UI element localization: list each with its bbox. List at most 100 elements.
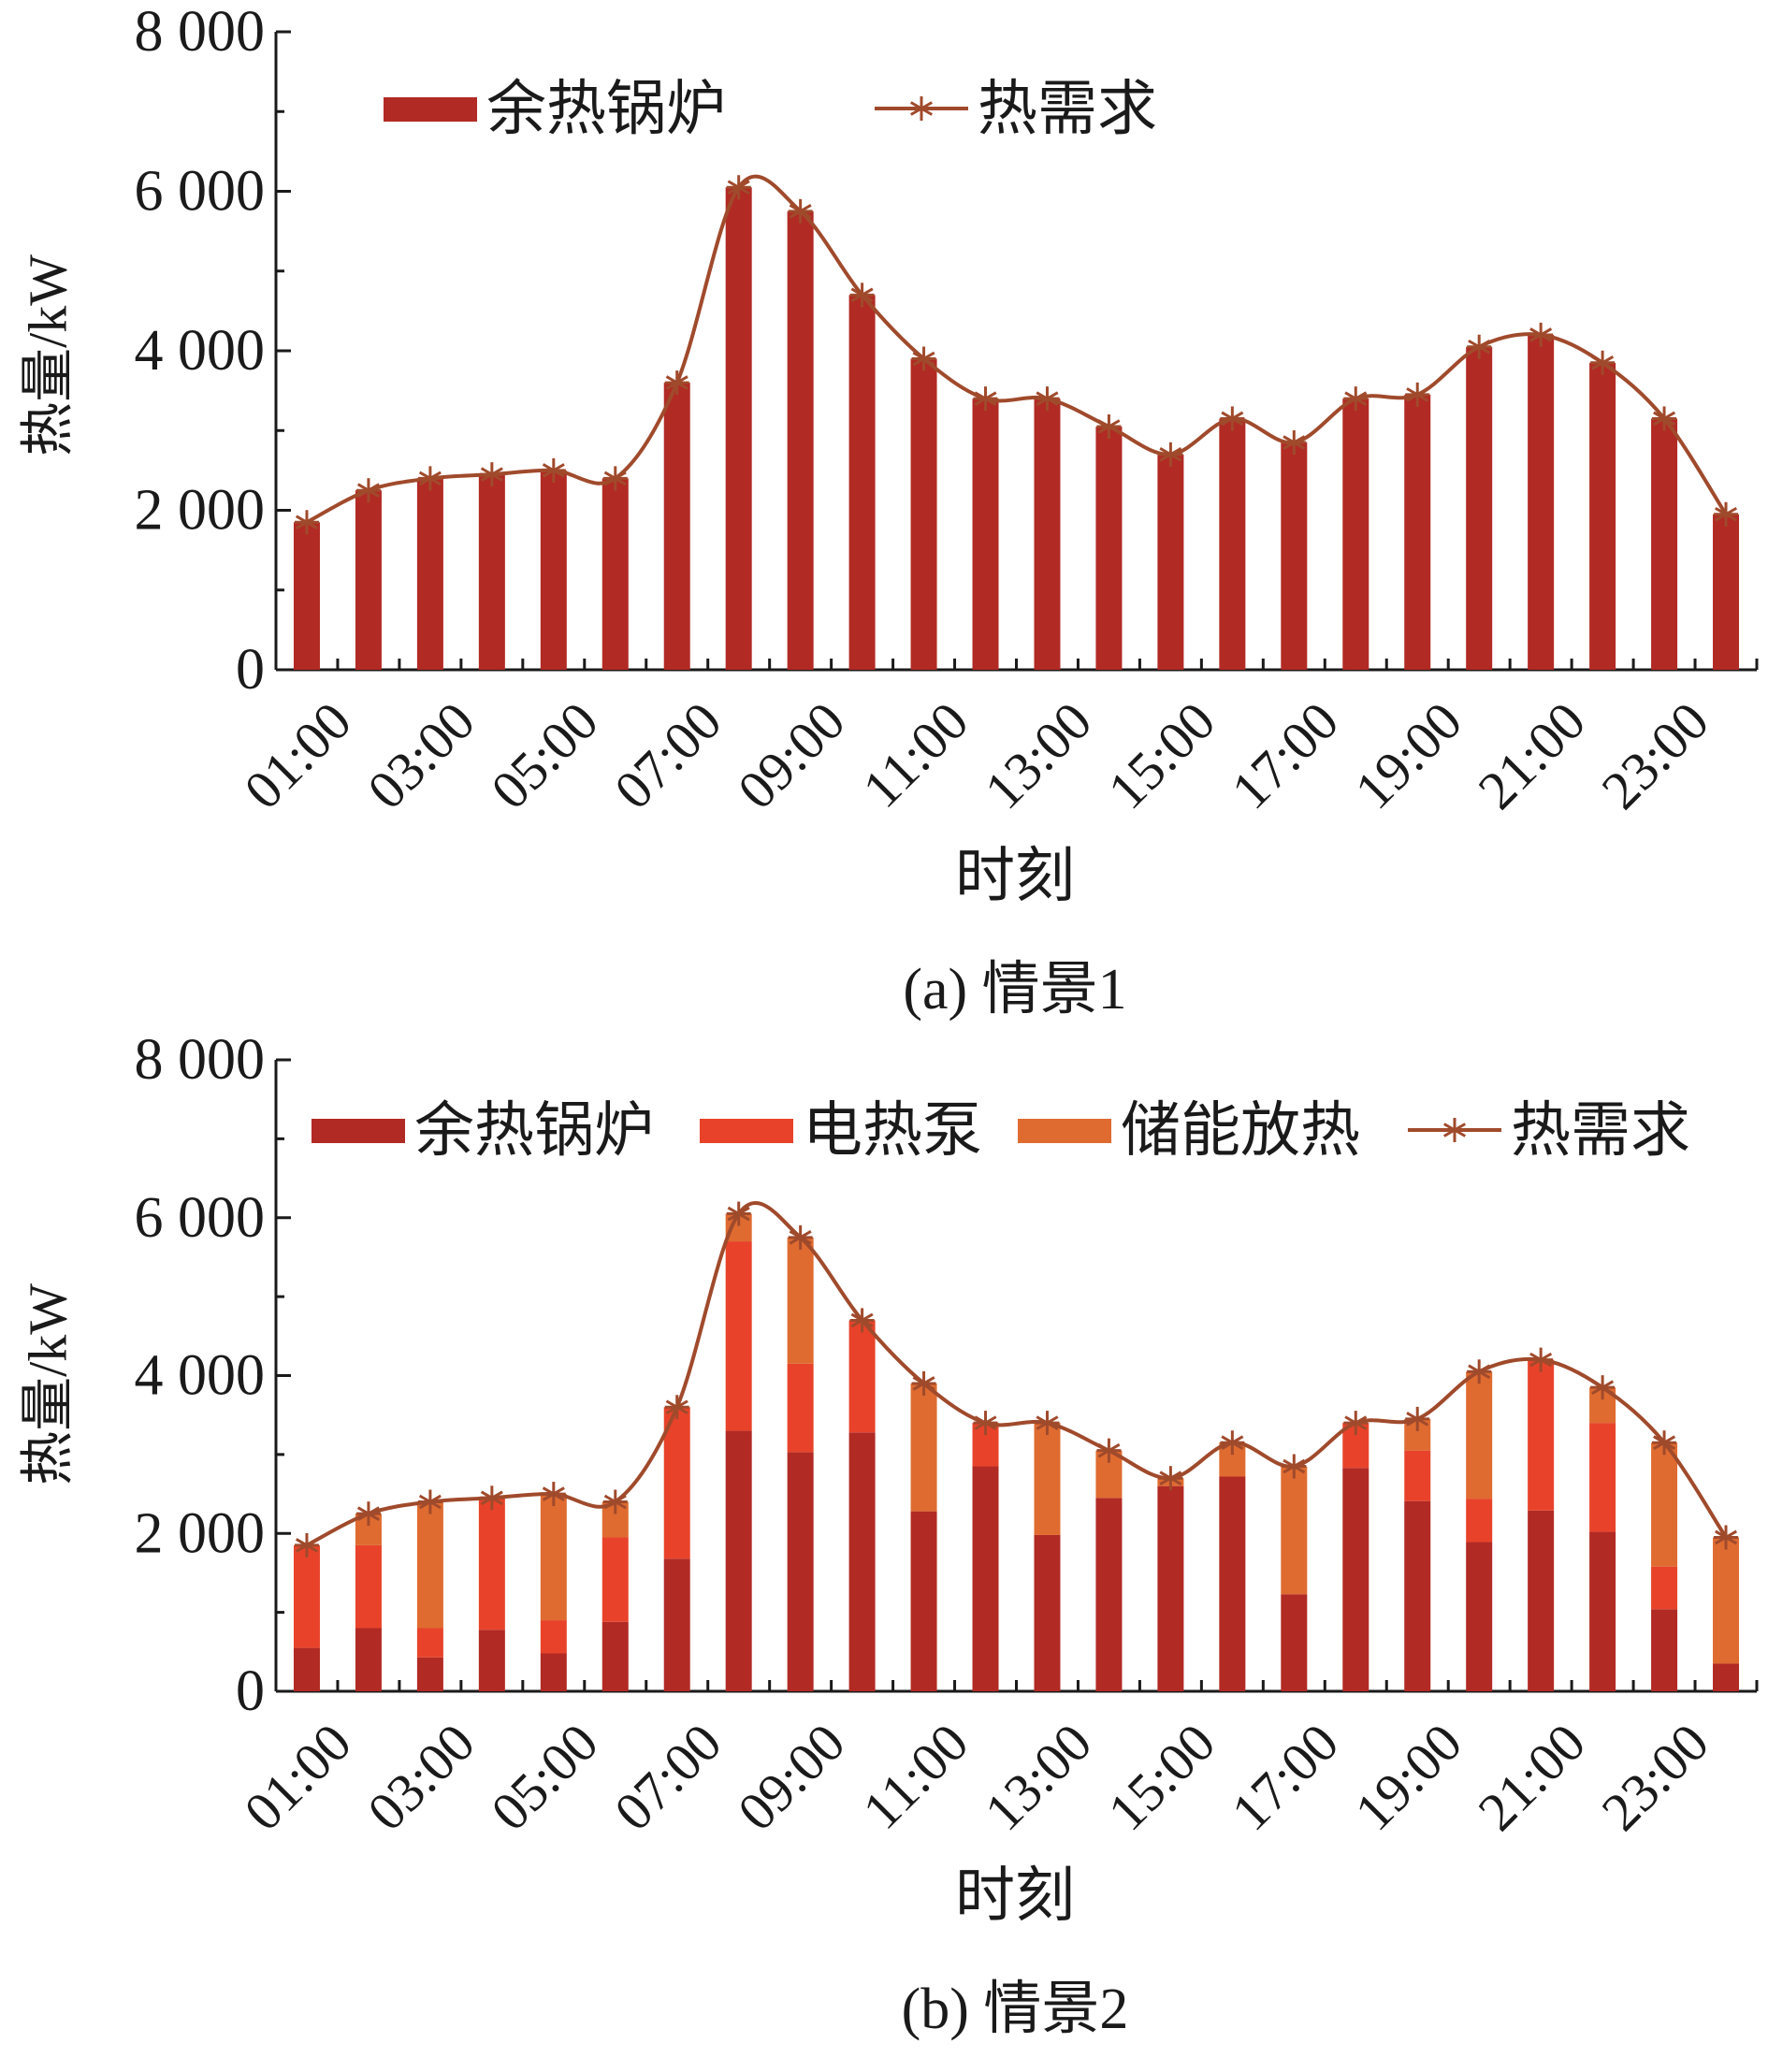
x-tick-label: 23:00 [1590,690,1720,820]
demand-marker [294,1532,319,1558]
bar-余热锅炉 [601,1621,629,1691]
bar-电热泵 [1651,1566,1678,1610]
bar-余热锅炉 [1157,1485,1184,1691]
bar-储能放热 [1713,1537,1740,1664]
demand-marker [1035,386,1060,412]
x-tick-label: 01:00 [232,1712,362,1842]
panel-b: 0 2 000 4 000 6 000 8 000 01:0003:0005:0007:0… [17,1028,1759,2041]
bar-余热锅炉 [1713,1663,1740,1691]
bar-余热锅炉 [848,295,876,670]
bar-余热锅炉 [1404,394,1431,670]
bar-余热锅炉 [355,490,382,670]
demand-marker [1467,1359,1492,1384]
bar-余热锅炉 [725,1430,752,1691]
bar-余热锅炉 [1528,334,1555,670]
bar-余热锅炉 [293,1647,320,1691]
demand-marker [973,386,998,412]
bar-余热锅炉 [1651,1609,1678,1691]
demand-marker [726,175,751,200]
x-tick-label: 01:00 [232,690,362,820]
panel-a-bars [293,187,1740,671]
panel-a-axes: 0 2 000 4 000 6 000 8 000 01:0003:0005:0007:0… [135,0,1759,820]
bar-电热泵 [725,1241,752,1431]
bar-储能放热 [1466,1371,1493,1500]
bar-余热锅炉 [787,1452,814,1691]
x-tick-label: 21:00 [1467,690,1597,820]
bar-余热锅炉 [1342,398,1369,670]
panel-a-demand-line [294,174,1739,535]
x-tick-label: 03:00 [355,690,485,820]
panel-b-caption: (b) 情景2 [902,1978,1129,2041]
demand-marker [1652,406,1677,431]
panel-b-bars [293,1213,1740,1691]
demand-marker [541,457,566,483]
demand-marker [602,1489,628,1514]
demand-marker [1096,1438,1122,1463]
y-tick-label: 4 000 [135,319,266,383]
demand-line [306,174,1728,525]
bar-储能放热 [1281,1466,1308,1595]
y-tick-label: 6 000 [135,160,266,224]
y-tick-label: 2 000 [135,479,266,543]
demand-marker [788,198,813,224]
bar-余热锅炉 [355,1628,382,1691]
y-tick-label: 8 000 [135,1028,266,1092]
x-tick-label: 17:00 [1220,690,1350,820]
demand-marker [1467,334,1492,359]
x-tick-label: 07:00 [602,690,732,820]
x-tick-label: 11:00 [851,1712,980,1841]
bar-储能放热 [1034,1423,1061,1535]
demand-marker [294,510,319,535]
demand-marker [355,478,381,503]
panel-b-x-axis-label: 时刻 [955,1862,1075,1929]
x-tick-label: 19:00 [1343,1712,1473,1842]
bar-余热锅炉 [478,1630,505,1691]
x-tick-label: 19:00 [1343,690,1473,820]
legend-swatch [700,1119,793,1143]
x-tick-label: 07:00 [602,1712,732,1842]
bar-余热锅炉 [787,210,814,670]
bar-余热锅炉 [1589,362,1616,670]
demand-marker [417,466,442,491]
bar-余热锅炉 [1466,346,1493,670]
bar-余热锅炉 [540,470,567,670]
bar-余热锅炉 [1034,1534,1061,1691]
legend-label: 热需求 [1511,1097,1690,1164]
bar-电热泵 [787,1363,814,1453]
legend-label: 余热锅炉 [414,1097,654,1164]
demand-marker [788,1224,813,1250]
bar-余热锅炉 [1404,1500,1431,1691]
y-tick-label: 0 [236,638,265,702]
legend-label: 余热锅炉 [486,76,726,142]
legend-marker [1442,1118,1467,1142]
bar-余热锅炉 [601,478,629,670]
bar-电热泵 [478,1498,505,1630]
demand-marker [1343,386,1369,412]
x-tick-label: 15:00 [1096,690,1226,820]
bar-余热锅炉 [1281,442,1308,670]
bar-储能放热 [787,1237,814,1364]
demand-marker [1343,1411,1369,1436]
x-tick-label: 09:00 [726,690,856,820]
bar-余热锅炉 [1219,418,1246,670]
demand-marker [355,1501,381,1527]
y-tick-label: 6 000 [135,1186,266,1250]
bar-余热锅炉 [293,522,320,670]
demand-marker [1714,1525,1739,1550]
bar-余热锅炉 [540,1653,567,1691]
bar-电热泵 [1528,1359,1555,1511]
bar-余热锅炉 [1528,1510,1555,1691]
demand-marker [1590,1375,1616,1400]
legend-label: 电热泵 [803,1097,982,1164]
panel-b-legend: 余热锅炉 电热泵 储能放热 热需求 [312,1097,1690,1164]
x-tick-label: 03:00 [355,1712,485,1842]
bar-电热泵 [416,1628,443,1658]
demand-marker [602,466,628,491]
demand-marker [1035,1411,1060,1436]
legend-swatch [312,1119,405,1143]
demand-marker [1529,322,1554,347]
demand-marker [1652,1430,1677,1456]
bar-电热泵 [601,1537,629,1622]
bar-电热泵 [293,1544,320,1648]
demand-marker [1714,501,1739,527]
